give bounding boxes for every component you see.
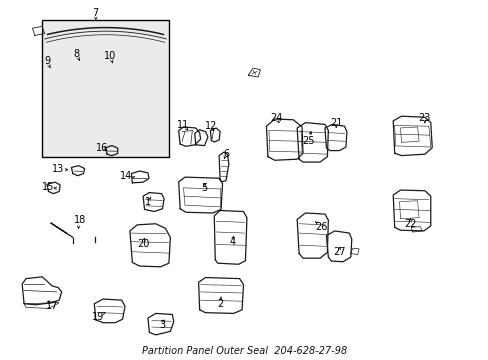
Text: 13: 13	[52, 164, 64, 174]
Text: 21: 21	[329, 118, 342, 128]
Text: 22: 22	[403, 219, 416, 229]
Text: 15: 15	[42, 182, 55, 192]
Text: 6: 6	[223, 149, 228, 159]
Text: 1: 1	[144, 197, 151, 207]
Text: 27: 27	[333, 247, 345, 257]
Text: 2: 2	[217, 299, 223, 309]
Text: 17: 17	[45, 301, 58, 311]
Text: 7: 7	[92, 8, 99, 18]
Text: 25: 25	[302, 136, 314, 146]
Text: 11: 11	[177, 121, 189, 130]
Bar	[42, 21, 168, 157]
Text: 24: 24	[269, 113, 282, 123]
Text: 9: 9	[44, 56, 50, 66]
Text: 4: 4	[229, 237, 235, 247]
Text: 8: 8	[73, 49, 79, 59]
Text: 23: 23	[418, 113, 430, 123]
Text: 12: 12	[205, 121, 217, 131]
Text: 20: 20	[137, 239, 149, 249]
Text: 18: 18	[73, 215, 85, 225]
Text: 5: 5	[201, 183, 207, 193]
Text: 26: 26	[315, 222, 327, 232]
Text: 14: 14	[120, 171, 132, 181]
Text: 3: 3	[159, 320, 165, 330]
Text: Partition Panel Outer Seal  204-628-27-98: Partition Panel Outer Seal 204-628-27-98	[142, 346, 346, 356]
Text: 19: 19	[92, 312, 104, 322]
Text: 16: 16	[96, 143, 108, 153]
Text: 10: 10	[104, 51, 116, 61]
